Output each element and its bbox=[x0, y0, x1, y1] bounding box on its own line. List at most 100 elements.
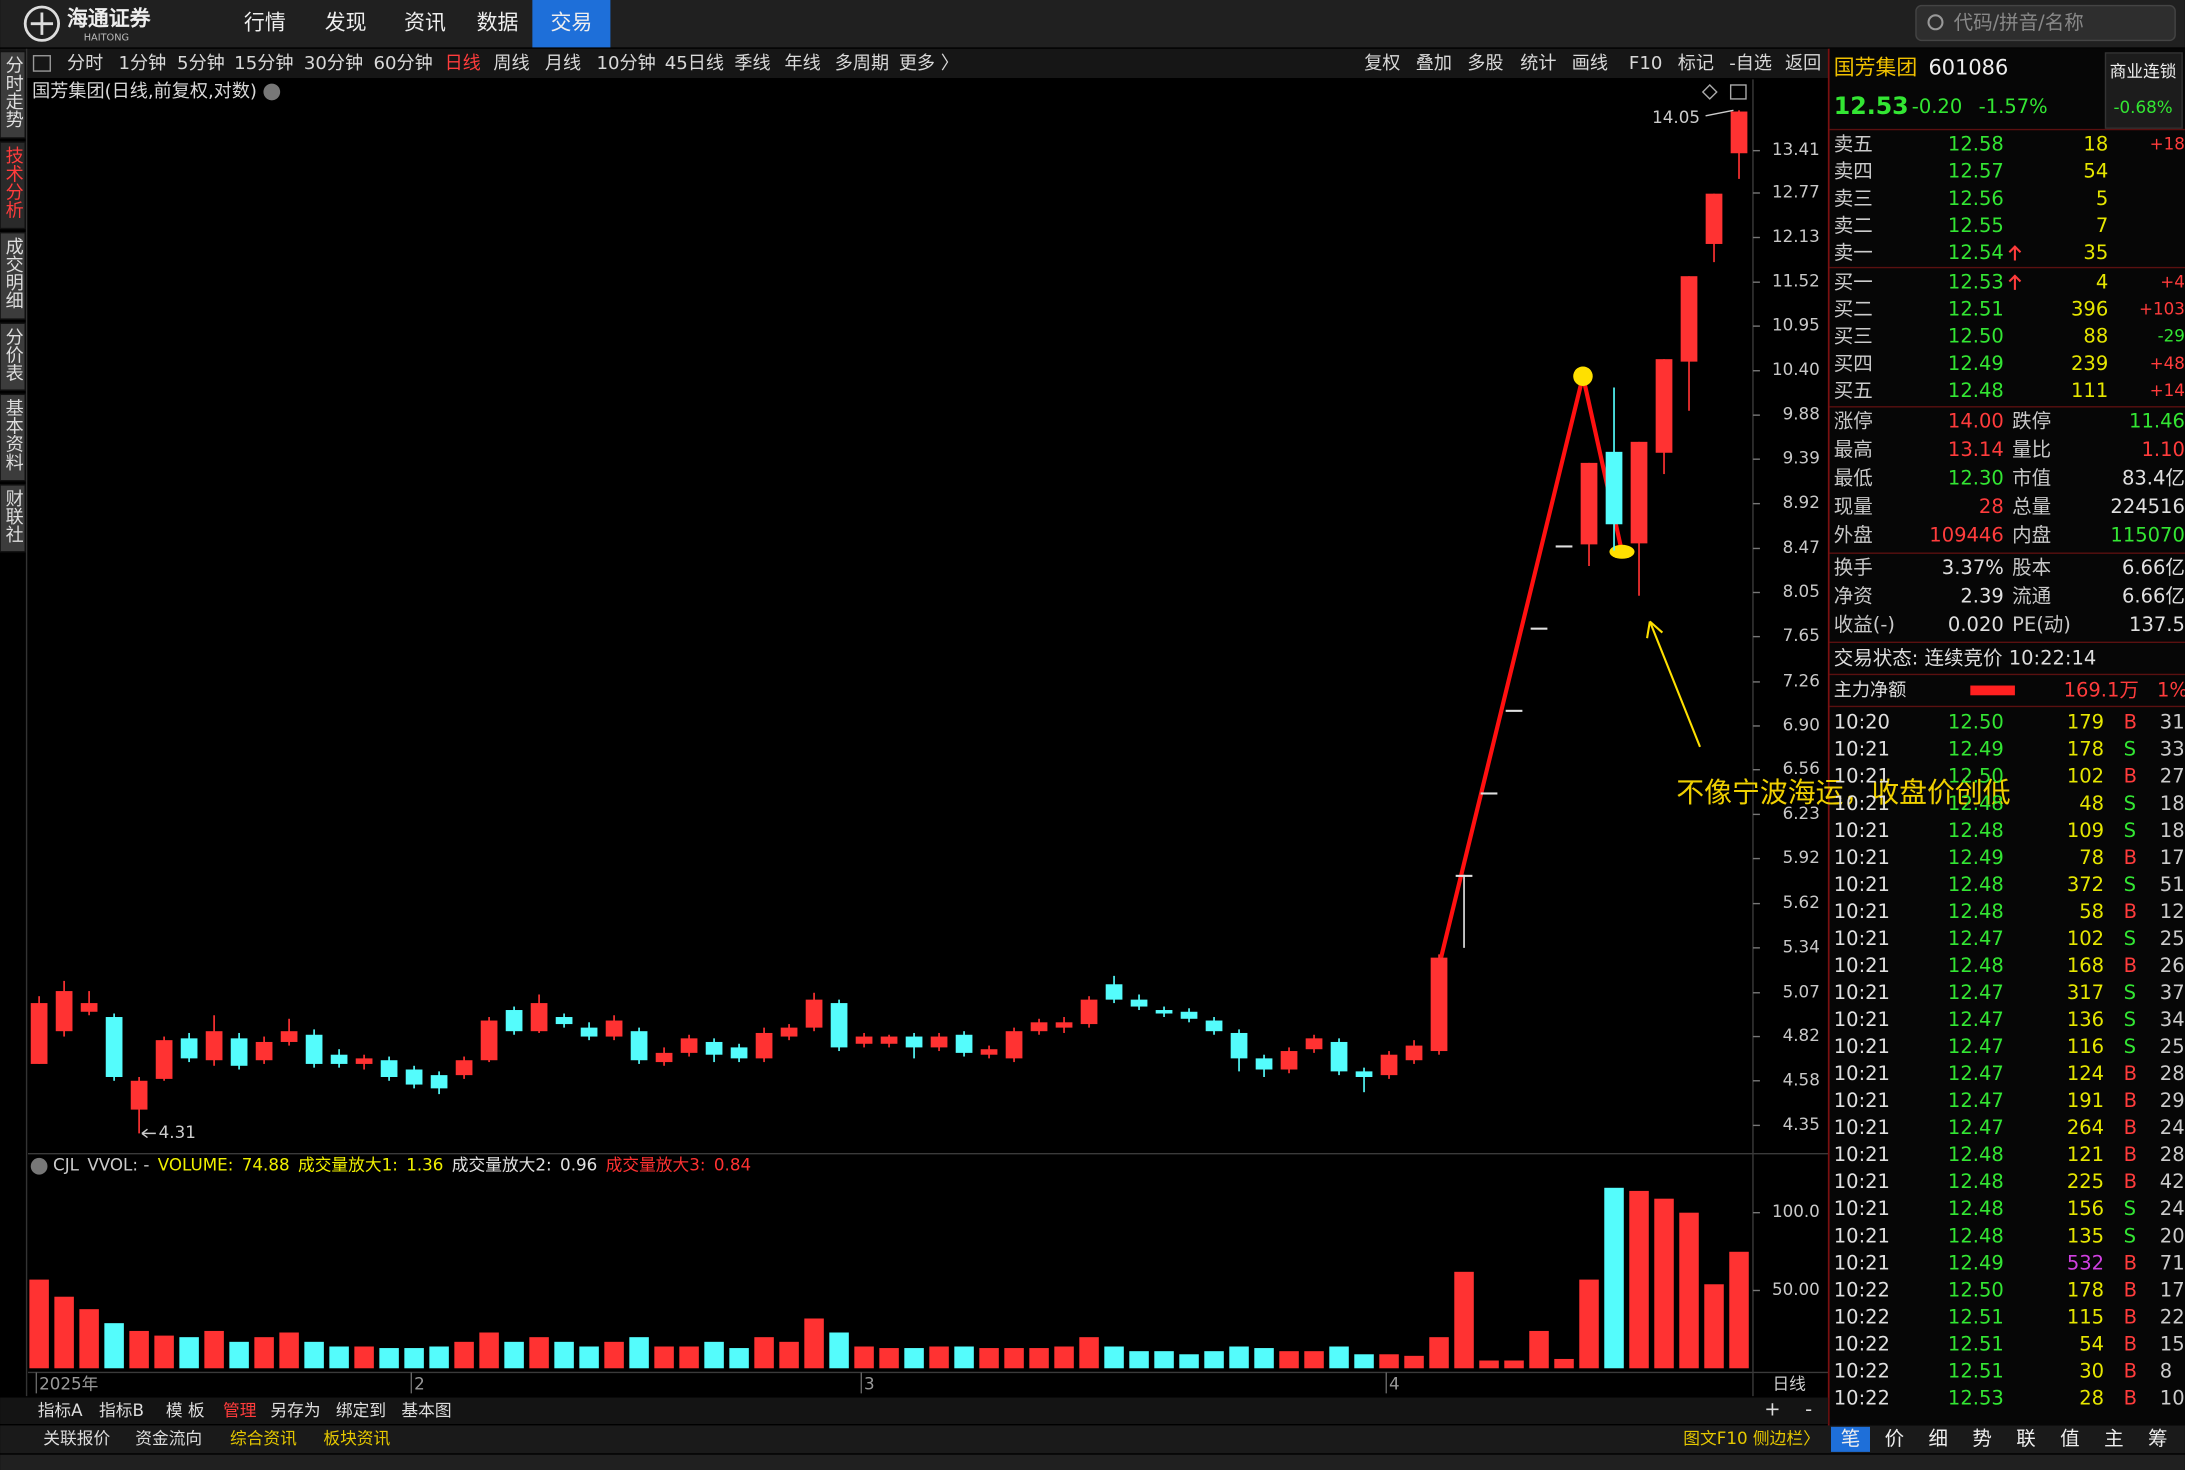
period-item[interactable]: 10分钟 bbox=[596, 53, 655, 74]
tick-count: 12 bbox=[2160, 900, 2185, 923]
tick-count: 31 bbox=[2160, 711, 2185, 734]
volume-bar bbox=[279, 1332, 299, 1369]
bottom-item[interactable]: 指标B bbox=[99, 1400, 144, 1420]
bottom-item[interactable]: 绑定到 bbox=[336, 1400, 386, 1420]
panel-tab[interactable]: 价 bbox=[1885, 1427, 1905, 1450]
sector-badge[interactable] bbox=[2104, 52, 2183, 129]
tool-item[interactable]: -自选 bbox=[1729, 53, 1772, 74]
book-volume: 4 bbox=[2096, 270, 2108, 293]
panel-tab[interactable]: 势 bbox=[1972, 1427, 1992, 1450]
tick-time: 10:22 bbox=[1834, 1386, 1890, 1409]
volume-bar bbox=[954, 1346, 974, 1369]
chart-icon[interactable] bbox=[1729, 84, 1747, 100]
tick-price: 12.47 bbox=[1948, 927, 2004, 950]
panel-tab[interactable]: 主 bbox=[2104, 1427, 2124, 1450]
side-tab[interactable] bbox=[0, 322, 26, 391]
indicator-icon[interactable] bbox=[30, 1157, 48, 1175]
period-item[interactable]: 多周期 bbox=[835, 53, 889, 74]
bottom-item[interactable]: 模 板 bbox=[166, 1400, 205, 1420]
search-box[interactable] bbox=[1915, 4, 2176, 42]
title-icon[interactable] bbox=[263, 83, 281, 101]
side-tab[interactable] bbox=[0, 484, 26, 553]
tool-item[interactable]: 画线 bbox=[1572, 53, 1608, 74]
menu-item[interactable]: 发现 bbox=[325, 11, 367, 35]
tick-side: S bbox=[2124, 792, 2136, 815]
period-item[interactable]: 60分钟 bbox=[374, 53, 433, 74]
flow-pct: 1% bbox=[2157, 679, 2185, 702]
panel-tab[interactable]: 联 bbox=[2016, 1427, 2036, 1450]
volume-bar bbox=[1179, 1354, 1199, 1369]
tool-item[interactable]: F10 bbox=[1629, 53, 1662, 74]
book-volume: 111 bbox=[2071, 379, 2108, 402]
side-tab[interactable] bbox=[0, 393, 26, 482]
panel-tab[interactable]: 细 bbox=[1929, 1427, 1949, 1450]
book-label: 买三 bbox=[1834, 325, 1873, 348]
stock-pct: -1.57% bbox=[1979, 95, 2048, 118]
side-tab[interactable] bbox=[0, 50, 26, 139]
menu-item[interactable]: 交易 bbox=[550, 11, 592, 35]
side-tab[interactable] bbox=[0, 141, 26, 230]
panel-tab[interactable]: 筹 bbox=[2148, 1427, 2168, 1450]
bottom-item-2[interactable]: 板块资讯 bbox=[323, 1428, 390, 1448]
bottom-item-2[interactable]: 关联报价 bbox=[43, 1428, 110, 1448]
tick-count: 8 bbox=[2160, 1359, 2172, 1382]
book-label: 买一 bbox=[1834, 270, 1873, 293]
period-item[interactable]: 分时 bbox=[67, 53, 103, 74]
period-item[interactable]: 更多 〉 bbox=[899, 53, 959, 74]
candle-body bbox=[230, 1038, 248, 1066]
tick-volume: 178 bbox=[2067, 738, 2104, 761]
chart-icon[interactable] bbox=[1701, 84, 1718, 100]
candle-body bbox=[1205, 1020, 1223, 1032]
tool-item[interactable]: 返回 bbox=[1785, 53, 1821, 74]
sidebar-toggle[interactable]: 图文F10 侧边栏〉 bbox=[1683, 1428, 1820, 1448]
tool-item[interactable]: 复权 bbox=[1364, 53, 1400, 74]
candle-body bbox=[705, 1041, 723, 1055]
volume-bar bbox=[904, 1348, 924, 1369]
side-tab[interactable] bbox=[0, 231, 26, 320]
candle-body bbox=[930, 1036, 948, 1048]
tool-item[interactable]: 叠加 bbox=[1416, 53, 1452, 74]
y-tick-label: 7.26 bbox=[1783, 670, 1820, 690]
panel-tab[interactable]: 笔 bbox=[1841, 1427, 1861, 1450]
indicator-name: 成交量放大3: bbox=[606, 1155, 706, 1175]
stat-label: 净资 bbox=[1834, 585, 1873, 608]
candle-body bbox=[755, 1032, 773, 1059]
bottom-item[interactable]: 基本图 bbox=[401, 1400, 451, 1420]
indicator-title: CJL bbox=[53, 1155, 80, 1175]
tick-side: S bbox=[2124, 738, 2136, 761]
book-label: 卖三 bbox=[1834, 187, 1873, 210]
period-item[interactable]: 季线 bbox=[734, 53, 770, 74]
tool-item[interactable]: 统计 bbox=[1520, 53, 1556, 74]
chart-title: 国芳集团(日线,前复权,对数) bbox=[32, 81, 257, 102]
period-item[interactable]: 月线 bbox=[545, 53, 581, 74]
period-item[interactable]: 周线 bbox=[493, 53, 529, 74]
bottom-item[interactable]: 指标A bbox=[38, 1400, 83, 1420]
menu-item[interactable]: 资讯 bbox=[404, 11, 446, 35]
menu-item[interactable]: 行情 bbox=[244, 11, 286, 35]
tick-price: 12.49 bbox=[1948, 738, 2004, 761]
volume-bar bbox=[529, 1337, 549, 1369]
menu-item[interactable]: 数据 bbox=[477, 11, 519, 35]
tool-item[interactable]: 多股 bbox=[1467, 53, 1503, 74]
y-tick-label: 4.35 bbox=[1783, 1114, 1820, 1134]
bottom-item[interactable]: 另存为 bbox=[270, 1400, 320, 1420]
bottom-item[interactable]: 管理 bbox=[223, 1400, 257, 1420]
tick-side: B bbox=[2124, 954, 2137, 977]
volume-bar bbox=[704, 1341, 724, 1369]
period-item[interactable]: 5分钟 bbox=[177, 53, 225, 74]
period-item[interactable]: 15分钟 bbox=[234, 53, 293, 74]
stat-value: 28 bbox=[1979, 495, 2004, 518]
period-item[interactable]: 年线 bbox=[785, 53, 821, 74]
zoom-button[interactable]: + bbox=[1764, 1398, 1780, 1421]
period-item[interactable]: 30分钟 bbox=[304, 53, 363, 74]
zoom-button[interactable]: - bbox=[1805, 1398, 1812, 1421]
bottom-item-2[interactable]: 资金流向 bbox=[135, 1428, 202, 1448]
period-item[interactable]: 日线 bbox=[445, 53, 481, 74]
toggle-icon[interactable] bbox=[32, 55, 51, 72]
period-item[interactable]: 45日线 bbox=[665, 53, 724, 74]
tick-side: S bbox=[2124, 1224, 2136, 1247]
panel-tab[interactable]: 值 bbox=[2060, 1427, 2080, 1450]
period-item[interactable]: 1分钟 bbox=[119, 53, 167, 74]
tool-item[interactable]: 标记 bbox=[1678, 53, 1714, 74]
bottom-item-2[interactable]: 综合资讯 bbox=[230, 1428, 297, 1448]
